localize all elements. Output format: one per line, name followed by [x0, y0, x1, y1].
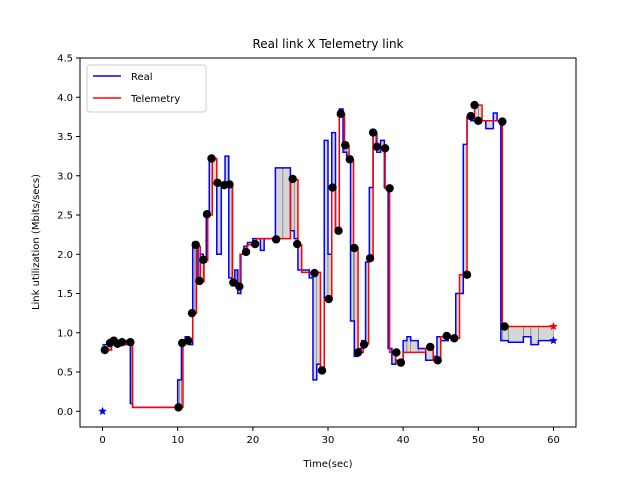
- sample-point: [199, 255, 208, 264]
- sample-point: [462, 270, 472, 279]
- y-tick-label: 3.5: [57, 132, 73, 143]
- sample-point: [288, 174, 297, 184]
- sample-point: [353, 348, 363, 357]
- sample-point: [195, 276, 204, 286]
- legend: Real Telemetry: [86, 64, 207, 113]
- difference-segment: [485, 120, 494, 129]
- sample-point: [207, 154, 216, 163]
- sample-point: [474, 116, 483, 126]
- y-tick-label: 2.5: [57, 211, 73, 222]
- sample-point: [324, 294, 333, 304]
- sample-point: [368, 128, 378, 137]
- legend-label-telemetry: Telemetry: [130, 94, 180, 105]
- y-axis-label: Link utilization (Mbits/secs): [31, 174, 42, 310]
- sample-point: [450, 334, 459, 343]
- sample-point: [117, 338, 127, 347]
- sample-point: [100, 345, 110, 355]
- y-tick-label: 0.0: [57, 407, 73, 418]
- sample-point: [126, 338, 135, 347]
- difference-segment: [523, 326, 532, 337]
- sample-point: [380, 144, 390, 153]
- sample-point: [202, 210, 212, 219]
- end-star-marker: [549, 336, 558, 345]
- y-tick-label: 2.0: [57, 250, 73, 261]
- sample-point: [229, 278, 238, 287]
- x-tick-label: 0: [99, 435, 105, 446]
- sample-point: [466, 111, 475, 121]
- y-tick-label: 4.0: [57, 93, 73, 104]
- sample-point: [317, 366, 327, 375]
- sample-point: [498, 117, 507, 126]
- x-tick-label: 50: [472, 435, 485, 446]
- sample-point: [334, 226, 343, 235]
- sample-point: [396, 358, 406, 367]
- sample-point: [328, 183, 337, 192]
- sample-point: [442, 331, 451, 341]
- sample-point: [250, 239, 260, 249]
- sample-point: [271, 235, 281, 244]
- sample-point: [184, 336, 193, 345]
- sample-point: [187, 308, 197, 318]
- x-tick-label: 20: [246, 435, 259, 446]
- y-tick-label: 4.5: [57, 54, 73, 65]
- sample-point: [292, 239, 302, 249]
- chart-title: Real link X Telemetry link: [253, 37, 404, 51]
- sample-point: [392, 348, 401, 357]
- x-tick-label: 10: [171, 435, 184, 446]
- difference-segment: [178, 379, 182, 408]
- legend-label-real: Real: [131, 72, 153, 83]
- x-tick-label: 30: [322, 435, 335, 446]
- y-tick-label: 1.5: [57, 289, 73, 300]
- sample-point: [310, 268, 319, 278]
- y-tick-label: 1.0: [57, 328, 73, 339]
- sample-point: [385, 184, 394, 193]
- difference-segment: [275, 167, 284, 239]
- sample-point: [500, 322, 509, 331]
- sample-point: [345, 155, 354, 164]
- y-axis: 0.0 0.5 1.0 1.5 2.0 2.5 3.0 3.5 4.0 4.5: [57, 54, 80, 418]
- sample-point: [359, 340, 369, 349]
- y-tick-label: 3.0: [57, 171, 73, 182]
- sample-point: [225, 180, 234, 189]
- sample-point: [336, 109, 345, 118]
- difference-segment: [508, 326, 524, 343]
- sample-point: [426, 342, 435, 352]
- difference-segment: [530, 326, 539, 345]
- marker-layer: [98, 100, 558, 415]
- sample-point: [341, 140, 350, 150]
- sample-point: [213, 178, 222, 188]
- x-axis: 0 10 20 30 40 50 60: [99, 427, 560, 446]
- sample-point: [191, 240, 200, 250]
- sample-point: [433, 356, 442, 365]
- sample-point: [235, 282, 244, 291]
- sample-point: [174, 403, 183, 412]
- sample-point: [350, 243, 359, 253]
- sample-point: [365, 254, 375, 263]
- difference-segment: [410, 340, 419, 353]
- x-tick-label: 40: [397, 435, 410, 446]
- sample-point: [470, 100, 479, 110]
- sample-point: [372, 142, 382, 151]
- y-tick-label: 0.5: [57, 368, 73, 379]
- sample-point: [241, 247, 251, 257]
- end-star-marker: [98, 406, 107, 415]
- x-tick-label: 60: [547, 435, 560, 446]
- end-star-marker: [549, 322, 558, 331]
- x-axis-label: Time(sec): [302, 459, 352, 470]
